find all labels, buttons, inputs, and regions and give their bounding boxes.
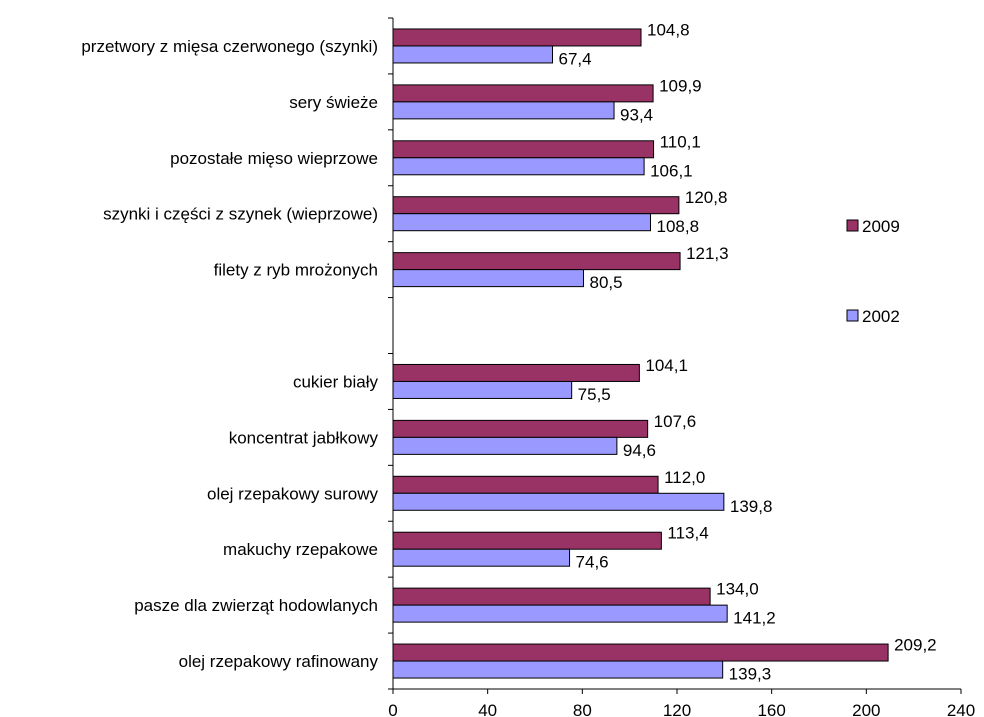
x-tick-label-6: 240 [947, 701, 975, 717]
bar-2009-0 [392, 28, 642, 47]
data-label-2009-1: 109,9 [659, 76, 702, 95]
x-tick-label-3: 120 [663, 701, 691, 717]
category-label-6: cukier biały [293, 372, 379, 391]
bar-2002-6 [392, 380, 573, 399]
legend-label-2009: 2009 [862, 217, 900, 236]
data-label-2009-3: 120,8 [685, 188, 728, 207]
bar-2002-0 [392, 45, 554, 64]
bar-2009-7 [392, 419, 649, 438]
bar-2009-10 [392, 587, 711, 606]
bar-2009-2 [392, 140, 655, 159]
category-label-11: olej rzepakowy rafinowany [179, 652, 379, 671]
category-label-4: filety z ryb mrożonych [214, 261, 378, 280]
data-label-2002-0: 67,4 [559, 49, 592, 68]
category-label-3: szynki i części z szynek (wieprzowe) [103, 205, 378, 224]
bar-2009-8 [392, 475, 659, 494]
x-tick-label-5: 200 [852, 701, 880, 717]
bar-2002-2 [392, 157, 645, 176]
data-label-2002-6: 75,5 [578, 385, 611, 404]
category-label-0: przetwory z mięsa czerwonego (szynki) [81, 37, 378, 56]
bar-2002-11 [392, 660, 724, 679]
bar-2002-3 [392, 213, 651, 232]
category-label-9: makuchy rzepakowe [223, 540, 378, 559]
bar-2009-1 [392, 84, 654, 103]
data-label-2009-2: 110,1 [660, 132, 701, 151]
bar-2002-10 [392, 604, 728, 623]
data-label-2002-1: 93,4 [620, 105, 653, 124]
data-label-2002-11: 139,3 [729, 665, 772, 684]
x-tick-label-2: 80 [573, 701, 592, 717]
bar-2009-11 [392, 643, 889, 662]
data-label-2009-4: 121,3 [686, 244, 729, 263]
bar-2002-4 [392, 269, 585, 288]
category-label-2: pozostałe mięso wieprzowe [170, 149, 378, 168]
data-label-2002-10: 141,2 [733, 609, 776, 628]
legend-swatch-2009 [846, 219, 859, 232]
bar-2009-6 [392, 363, 640, 382]
bar-2009-4 [392, 252, 681, 271]
legend-label-2002: 2002 [862, 307, 900, 326]
bar-2002-9 [392, 548, 571, 567]
data-label-2002-3: 108,8 [656, 217, 699, 236]
x-tick-label-1: 40 [478, 701, 497, 717]
category-label-7: koncentrat jabłkowy [229, 428, 379, 447]
data-label-2002-4: 80,5 [590, 273, 623, 292]
data-label-2009-6: 104,1 [645, 356, 688, 375]
category-label-1: sery świeże [289, 93, 378, 112]
bar-2002-7 [392, 436, 618, 455]
bar-2009-3 [392, 196, 680, 215]
data-label-2009-10: 134,0 [716, 580, 759, 599]
data-label-2009-11: 209,2 [894, 636, 937, 655]
x-tick-label-0: 0 [388, 701, 397, 717]
data-label-2009-8: 112,0 [664, 468, 705, 487]
legend-swatch-2002 [846, 309, 859, 322]
category-label-8: olej rzepakowy surowy [207, 484, 379, 503]
data-label-2009-0: 104,8 [647, 20, 690, 39]
data-label-2002-2: 106,1 [650, 161, 693, 180]
data-label-2002-9: 74,6 [576, 553, 609, 572]
data-label-2009-9: 113,4 [667, 524, 708, 543]
bar-2009-9 [392, 531, 662, 550]
data-label-2002-7: 94,6 [623, 441, 656, 460]
bar-2002-1 [392, 101, 615, 120]
bar-2002-8 [392, 492, 725, 511]
data-label-2002-8: 139,8 [730, 497, 773, 516]
category-label-10: pasze dla zwierząt hodowlanych [134, 596, 378, 615]
x-tick-label-4: 160 [757, 701, 785, 717]
data-label-2009-7: 107,6 [654, 412, 697, 431]
